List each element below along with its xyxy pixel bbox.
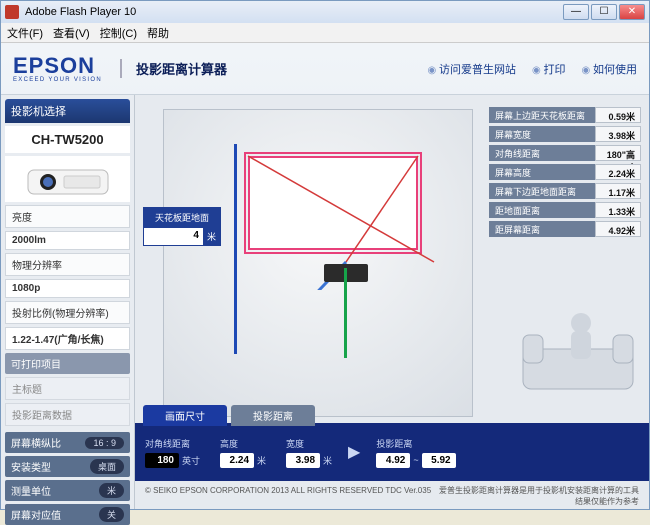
vertical-measure bbox=[234, 144, 237, 354]
app-header: EPSON EXCEED YOUR VISION 投影距离计算器 访问爱普生网站… bbox=[1, 43, 649, 95]
sidebar: 投影机选择 CH-TW5200 亮度 2000lm 物理分辨率 1080p 投射… bbox=[1, 95, 135, 509]
window-titlebar: Adobe Flash Player 10 — ☐ ✕ bbox=[1, 1, 649, 23]
menu-file[interactable]: 文件(F) bbox=[7, 25, 43, 40]
tab-screen-size[interactable]: 画面尺寸 bbox=[143, 405, 227, 426]
throw-field: 4.92 ~ 5.92 bbox=[376, 453, 455, 468]
sofa-viewer-icon bbox=[513, 299, 641, 399]
sub-item[interactable]: 投影距离数据 bbox=[5, 403, 130, 426]
projector-selector-header[interactable]: 投影机选择 bbox=[5, 99, 130, 123]
link-website[interactable]: 访问爱普生网站 bbox=[427, 61, 516, 77]
menu-control[interactable]: 控制(C) bbox=[100, 25, 137, 40]
height-field[interactable]: 2.24米 bbox=[220, 453, 266, 468]
copyright: © SEIKO EPSON CORPORATION 2013 ALL RIGHT… bbox=[145, 485, 431, 496]
height-label: 高度 bbox=[220, 437, 266, 450]
diag-label: 对角线距离 bbox=[145, 437, 200, 450]
width-field[interactable]: 3.98米 bbox=[286, 453, 332, 468]
link-help[interactable]: 如何使用 bbox=[581, 61, 637, 77]
width-label: 宽度 bbox=[286, 437, 332, 450]
ceiling-floor-input[interactable]: 4米 bbox=[143, 227, 221, 246]
menu-help[interactable]: 帮助 bbox=[147, 25, 169, 40]
projector-model: CH-TW5200 bbox=[5, 126, 130, 153]
aspect-ratio-band[interactable]: 屏幕横纵比16 : 9 bbox=[5, 432, 130, 453]
install-type-band[interactable]: 安装类型桌面 bbox=[5, 456, 130, 477]
chip-row: 屏幕上边距天花板距离0.59米 bbox=[489, 107, 641, 123]
app-title: 投影距离计算器 bbox=[120, 59, 227, 78]
chip-row: 屏幕高度2.24米 bbox=[489, 164, 641, 180]
app-icon bbox=[5, 5, 19, 19]
minimize-button[interactable]: — bbox=[563, 4, 589, 20]
spec-label: 投射比例(物理分辨率) bbox=[5, 301, 130, 324]
close-button[interactable]: ✕ bbox=[619, 4, 645, 20]
spec-value: 1080p bbox=[5, 279, 130, 298]
chip-row: 对角线距离180"高寸 bbox=[489, 145, 641, 161]
menu-bar: 文件(F) 查看(V) 控制(C) 帮助 bbox=[1, 23, 649, 43]
spec-label: 亮度 bbox=[5, 205, 130, 228]
spec-value: 1.22-1.47(广角/长焦) bbox=[5, 327, 130, 350]
room-view bbox=[163, 109, 473, 417]
screen-ref-band[interactable]: 屏幕对应值关 bbox=[5, 504, 130, 525]
maximize-button[interactable]: ☐ bbox=[591, 4, 617, 20]
chip-row: 距地面距离1.33米 bbox=[489, 202, 641, 218]
throw-label: 投影距离 bbox=[376, 437, 455, 450]
tab-throw-distance[interactable]: 投影距离 bbox=[231, 405, 315, 426]
arrow-icon: ▶ bbox=[342, 442, 366, 462]
stage: 天花板距地面 4米 屏幕上边距天花板距离0.59米 屏幕宽度3.98米 对角线距… bbox=[135, 95, 649, 509]
spec-value: 2000lm bbox=[5, 231, 130, 250]
bottom-bar: 画面尺寸 投影距离 对角线距离 180英寸 高度 2.24米 宽度 3.98米 bbox=[135, 423, 649, 481]
diag-field[interactable]: 180英寸 bbox=[145, 453, 200, 468]
ceiling-floor-label: 天花板距地面 bbox=[143, 207, 221, 228]
unit-band[interactable]: 测量单位米 bbox=[5, 480, 130, 501]
measurement-chips: 屏幕上边距天花板距离0.59米 屏幕宽度3.98米 对角线距离180"高寸 屏幕… bbox=[489, 107, 641, 237]
chip-row: 屏幕下边距地面距离1.17米 bbox=[489, 183, 641, 199]
projector-image bbox=[5, 156, 130, 202]
chip-row: 屏幕宽度3.98米 bbox=[489, 126, 641, 142]
window-title: Adobe Flash Player 10 bbox=[25, 6, 136, 18]
footer: © SEIKO EPSON CORPORATION 2013 ALL RIGHT… bbox=[135, 483, 649, 509]
spec-label: 物理分辨率 bbox=[5, 253, 130, 276]
menu-view[interactable]: 查看(V) bbox=[53, 25, 90, 40]
chip-row: 距屏幕距离4.92米 bbox=[489, 221, 641, 237]
sub-item[interactable]: 主标题 bbox=[5, 377, 130, 400]
brand-logo: EPSON EXCEED YOUR VISION bbox=[13, 55, 102, 83]
link-print[interactable]: 打印 bbox=[532, 61, 566, 77]
green-measure bbox=[344, 268, 347, 358]
printable-header[interactable]: 可打印项目 bbox=[5, 353, 130, 374]
